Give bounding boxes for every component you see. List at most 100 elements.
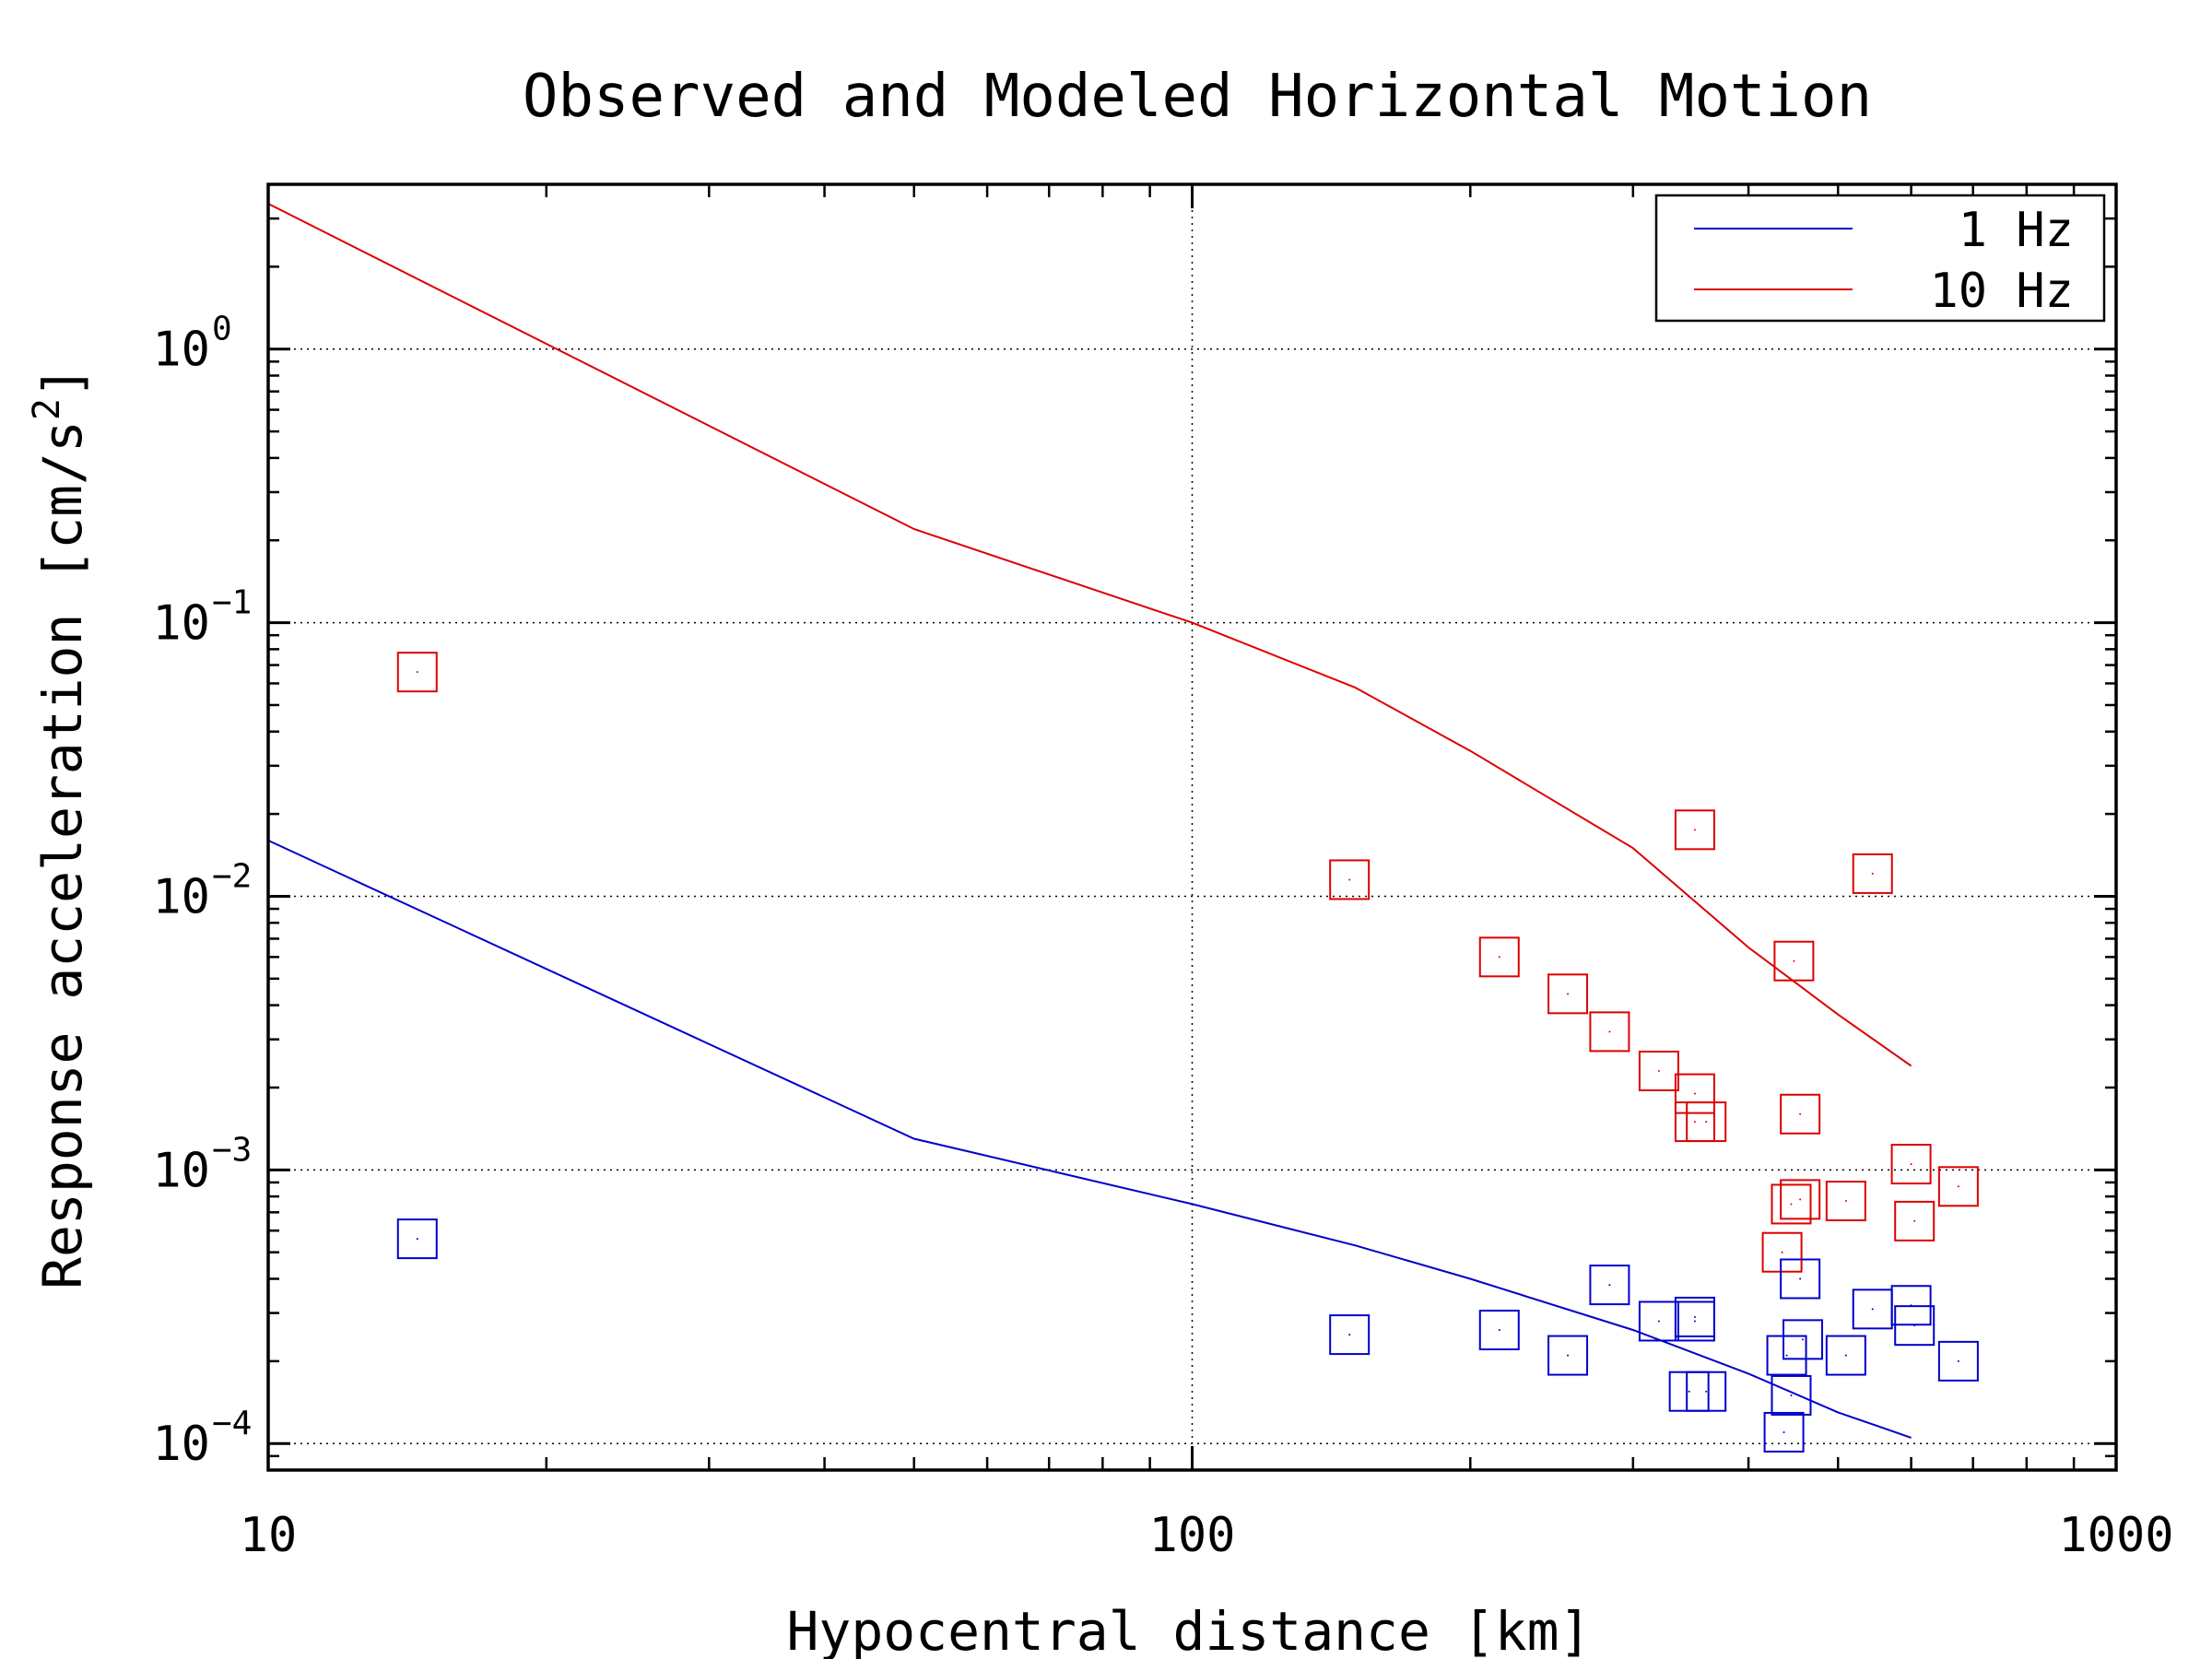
data-marker-square (1766, 1335, 1807, 1376)
data-marker-dot (1844, 1200, 1847, 1203)
y-axis-label: Response acceleration [cm/s2] (26, 366, 94, 1289)
legend-label-1hz: 1 Hz (1959, 203, 2074, 258)
data-marker-square (1674, 809, 1715, 851)
data-marker-square (1478, 936, 1520, 978)
y-tick-exponent: −2 (212, 857, 252, 895)
x-tick-labels: 10 100 1000 (240, 1508, 2174, 1563)
data-marker-square (1894, 1305, 1936, 1347)
marker-group-3 (396, 1218, 1979, 1453)
data-marker-dot (1348, 878, 1351, 881)
data-marker-dot (1657, 1069, 1660, 1072)
data-marker-dot (1799, 1112, 1802, 1115)
data-marker-square (1937, 1340, 1979, 1382)
data-marker-dot (1790, 1394, 1793, 1396)
data-marker-square (1589, 1265, 1630, 1306)
data-marker-square (1937, 1166, 1979, 1207)
data-marker-square (1686, 1101, 1727, 1143)
data-marker-dot (1693, 1315, 1696, 1318)
data-marker-dot (1799, 1198, 1802, 1201)
data-marker-square (1478, 1310, 1520, 1351)
data-marker-dot (416, 1238, 418, 1241)
plot-frame (266, 182, 2118, 1472)
data-marker-square (1547, 1335, 1589, 1376)
data-marker-square (1825, 1181, 1866, 1222)
data-marker-square (396, 1218, 438, 1260)
marker-group-2 (396, 652, 1979, 1273)
chart-title: Observed and Modeled Horizontal Motion (523, 63, 1872, 131)
series-line-10-hz (267, 203, 1912, 1067)
data-marker-dot (1688, 1390, 1690, 1393)
y-axis-label-close: ] (31, 366, 94, 398)
y-axis-label-text: Response acceleration [cm/s (31, 420, 94, 1289)
data-marker-square (1547, 973, 1589, 1015)
data-marker-square (1771, 1183, 1812, 1225)
data-marker-dot (1608, 1284, 1611, 1287)
y-tick-exponent: −3 (212, 1131, 252, 1169)
data-marker-square (1763, 1411, 1805, 1453)
y-tick-label: 10 (152, 869, 210, 924)
data-marker-dot (1913, 1324, 1916, 1327)
data-marker-dot (416, 671, 418, 674)
data-marker-dot (1785, 1354, 1788, 1357)
data-marker-dot (1693, 1320, 1696, 1323)
data-marker-dot (1913, 1219, 1916, 1222)
data-marker-dot (1781, 1251, 1783, 1253)
data-marker-square (1780, 1258, 1821, 1300)
data-marker-square (1329, 859, 1371, 900)
data-marker-dot (1844, 1354, 1847, 1357)
data-marker-square (1771, 1374, 1812, 1416)
x-axis-label: Hypocentral distance [km] (787, 1600, 1592, 1659)
data-marker-dot (1957, 1185, 1959, 1188)
series-line-1-hz (267, 839, 1912, 1439)
data-marker-dot (1799, 1277, 1802, 1280)
y-tick-exponent: 0 (212, 311, 232, 348)
data-marker-square (1780, 1179, 1821, 1220)
data-marker-square (1674, 1073, 1715, 1114)
data-marker-square (1638, 1300, 1679, 1342)
data-marker-dot (1705, 1121, 1708, 1124)
legend: 1 Hz 10 Hz (1654, 194, 2106, 323)
data-marker-square (1825, 1335, 1866, 1376)
data-marker-dot (1498, 956, 1500, 959)
y-axis-label-group: Response acceleration [cm/s2] (26, 366, 94, 1289)
y-tick-label: 10 (152, 1417, 210, 1472)
data-marker-square (1638, 1050, 1679, 1091)
y-tick-exponent: −4 (212, 1405, 252, 1442)
y-tick-label: 10 (152, 323, 210, 378)
data-marker-square (1686, 1371, 1727, 1412)
data-marker-square (1329, 1314, 1371, 1356)
data-marker-square (1890, 1144, 1932, 1185)
data-marker-dot (1957, 1359, 1959, 1362)
x-tick-label: 10 (240, 1508, 298, 1563)
data-marker-dot (1783, 1430, 1785, 1433)
data-marker-square (1761, 1231, 1803, 1273)
y-axis-label-exponent: 2 (26, 398, 68, 420)
legend-label-10hz: 10 Hz (1929, 264, 2074, 319)
x-tick-label: 100 (1149, 1508, 1236, 1563)
data-marker-dot (1705, 1390, 1708, 1393)
data-marker-dot (1498, 1329, 1500, 1332)
data-marker-dot (1693, 829, 1696, 831)
y-tick-exponent: −1 (212, 584, 252, 622)
y-tick-label: 10 (152, 596, 210, 652)
data-marker-square (1589, 1011, 1630, 1053)
legend-box (1654, 194, 2106, 323)
data-marker-square (1674, 1300, 1715, 1342)
data-marker-dot (1871, 1308, 1874, 1311)
x-tick-label: 1000 (2058, 1508, 2173, 1563)
data-marker-square (396, 652, 438, 693)
data-marker-dot (1871, 872, 1874, 875)
data-marker-dot (1693, 1092, 1696, 1095)
data-marker-dot (1693, 1121, 1696, 1124)
data-marker-square (1773, 940, 1815, 982)
data-marker-dot (1910, 1163, 1912, 1166)
data-marker-square (1852, 853, 1893, 894)
data-series (267, 203, 1979, 1453)
data-marker-dot (1802, 1338, 1805, 1341)
data-marker-square (1780, 1093, 1821, 1135)
y-tick-label: 10 (152, 1143, 210, 1198)
data-marker-dot (1348, 1334, 1351, 1336)
